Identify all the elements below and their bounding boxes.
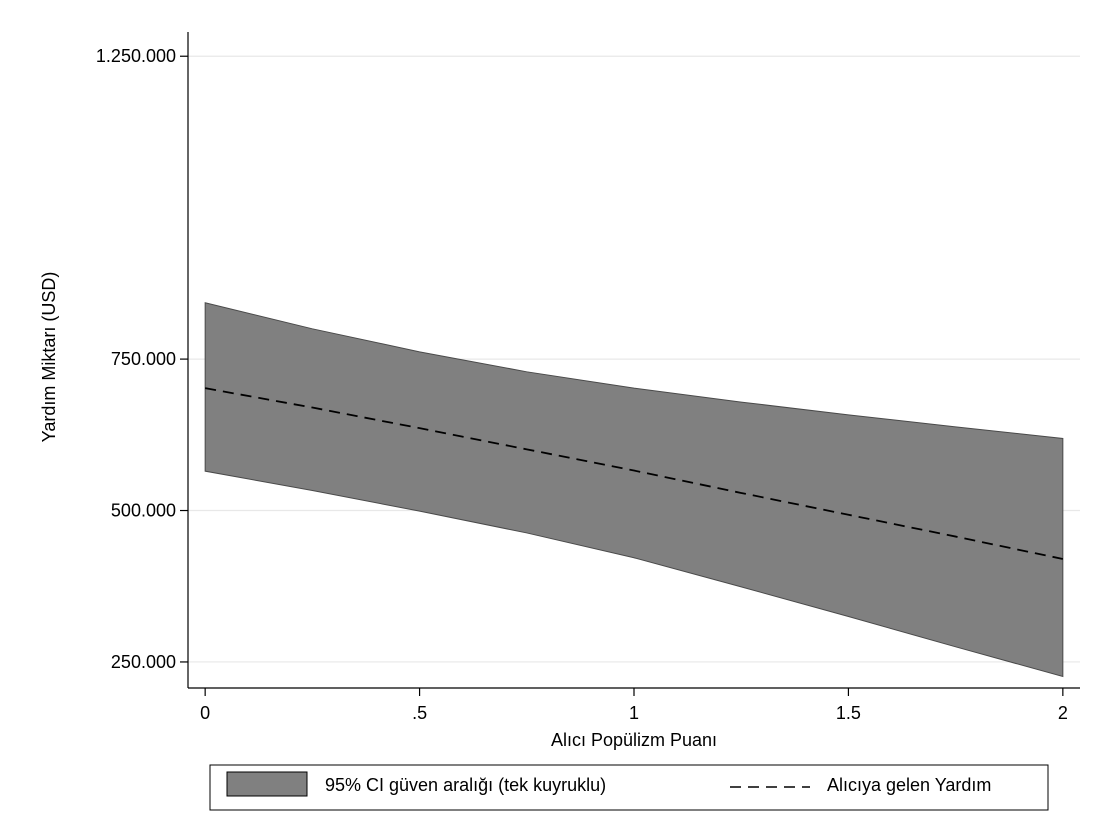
legend-label-aid: Alıcıya gelen Yardım [827, 775, 991, 795]
y-tick-label: 500.000 [111, 501, 176, 521]
y-tick-label: 250.000 [111, 652, 176, 672]
x-tick-label: 1.5 [836, 703, 861, 723]
ci-band-area [204, 302, 1064, 678]
legend-label-ci: 95% CI güven aralığı (tek kuyruklu) [325, 775, 606, 795]
y-axis-label: Yardım Miktarı (USD) [39, 272, 59, 443]
x-axis-label: Alıcı Popülizm Puanı [551, 730, 717, 750]
y-tick-label: 1.250.000 [96, 46, 176, 66]
legend: 95% CI güven aralığı (tek kuyruklu) Alıc… [209, 764, 1049, 811]
series-line-aid [204, 387, 1064, 560]
x-tick-label: 1 [629, 703, 639, 723]
legend-band-swatch [226, 771, 308, 797]
line-layer [204, 387, 1064, 560]
x-ticks: 0 .5 1 1.5 2 [200, 688, 1068, 723]
legend-box [209, 764, 1049, 811]
x-tick-label: .5 [412, 703, 427, 723]
x-tick-label: 0 [200, 703, 210, 723]
y-tick-label: 750.000 [111, 349, 176, 369]
x-tick-label: 2 [1058, 703, 1068, 723]
ci-band-layer [204, 302, 1064, 678]
y-ticks: 250.000 500.000 750.000 1.250.000 [96, 46, 188, 672]
